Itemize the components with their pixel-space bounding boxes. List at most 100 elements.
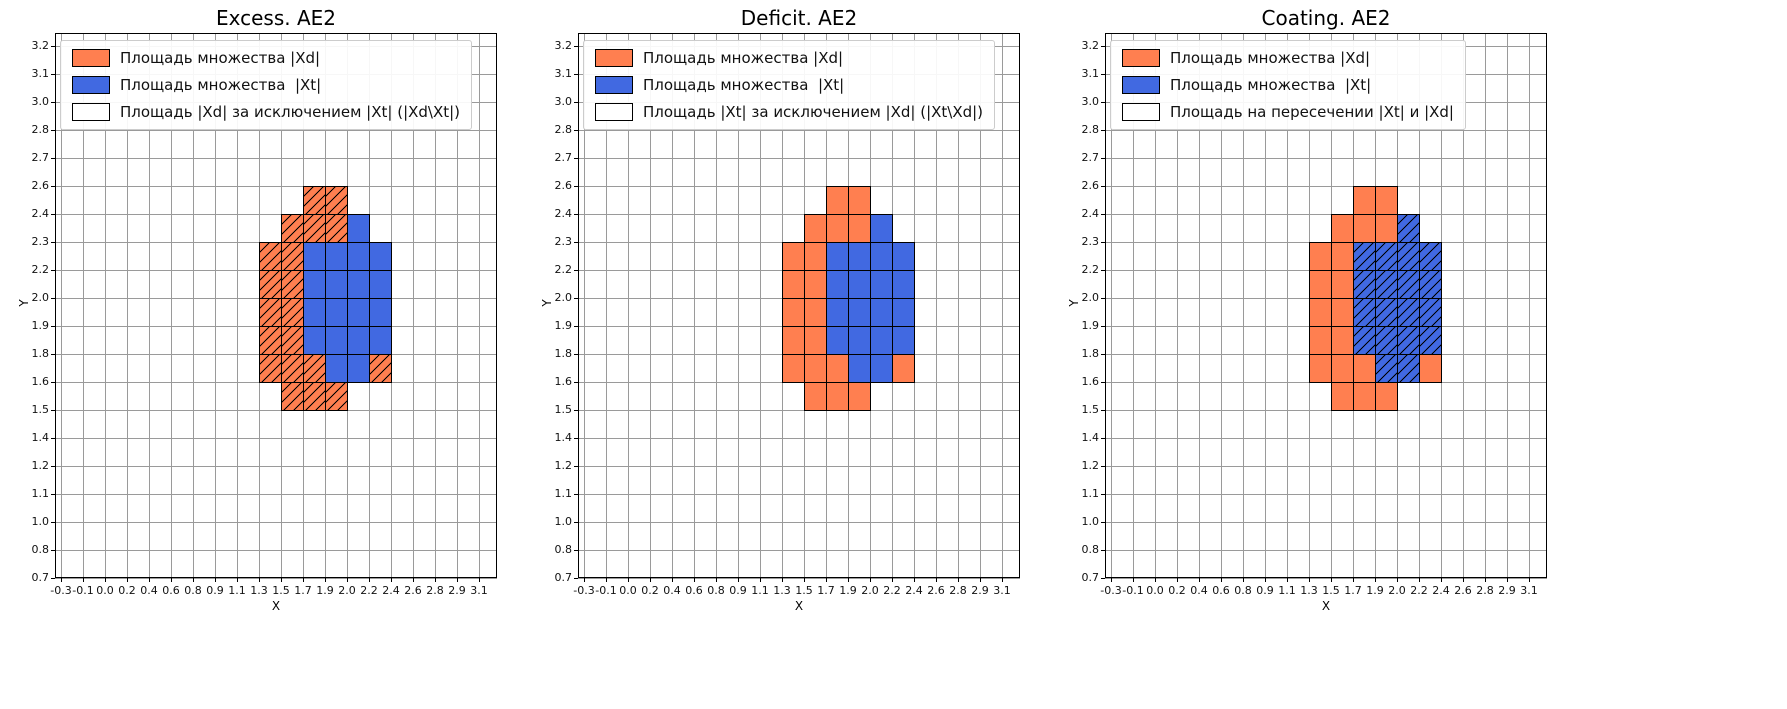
grid-cell [870,326,893,355]
grid-cell [325,270,348,299]
x-tick-mark [1507,578,1508,582]
y-tick-label: 2.6 [1081,179,1100,192]
x-tick-mark [61,578,62,582]
grid-cell [1331,242,1354,271]
y-tick-label: 2.8 [554,123,573,136]
x-tick-mark [716,578,717,582]
grid-cell [848,326,871,355]
y-tick-label: 2.2 [31,263,50,276]
y-tick-label: 2.7 [554,151,573,164]
y-tick-label: 1.1 [1081,487,1100,500]
gridline [578,494,1020,495]
y-tick-mark [574,158,578,159]
grid-cell [369,326,392,355]
x-tick-label: 0.4 [663,584,681,597]
y-tick-label: 3.0 [1081,95,1100,108]
grid-cell [782,298,805,327]
grid-cell [804,214,827,243]
gridline [1177,33,1178,578]
y-tick-mark [574,466,578,467]
grid-cell [1375,270,1398,299]
x-tick-mark [826,578,827,582]
grid-cell [804,382,827,411]
x-tick-mark [606,578,607,582]
grid-cell [892,354,915,383]
grid-cell [1397,242,1420,271]
legend-entry: Площадь множества |Xd| [1122,49,1454,68]
gridline [1199,33,1200,578]
x-axis-label: X [794,599,804,613]
legend-swatch [1122,76,1160,95]
x-tick-mark [1155,578,1156,582]
grid-cell [826,298,849,327]
gridline [83,33,84,578]
legend-swatch [72,49,110,68]
x-tick-mark [193,578,194,582]
x-tick-label: 0.9 [1256,584,1274,597]
y-tick-label: 1.5 [554,403,573,416]
y-tick-label: 1.9 [554,319,573,332]
x-tick-mark [980,578,981,582]
y-tick-mark [51,466,55,467]
plot-area: -0.3 0.7 -0.1 0.8 0.0 1.0 0.2 1.1 0.4 1.2 0.6 1.4 0.… [555,33,1020,597]
gridline [1105,130,1547,131]
y-tick-label: 3.2 [1081,39,1100,52]
grid-cell [782,326,805,355]
grid-cell [1419,298,1442,327]
y-tick-label: 2.6 [554,179,573,192]
x-tick-label: 0.6 [1212,584,1230,597]
grid-cell [347,298,370,327]
y-tick-label: 1.0 [1081,515,1100,528]
grid-cell [281,326,304,355]
x-tick-mark [149,578,150,582]
legend-entry: Площадь множества |Xt| [1122,76,1454,95]
grid-cell [347,354,370,383]
x-tick-label: 3.1 [1520,584,1538,597]
y-tick-mark [1101,158,1105,159]
x-tick-label: 2.6 [1454,584,1472,597]
x-tick-mark [347,578,348,582]
gridline [936,33,937,578]
grid-cell [281,270,304,299]
grid-cell [325,326,348,355]
y-tick-mark [51,354,55,355]
gridline [1243,33,1244,578]
grid-cell [1353,270,1376,299]
gridline [1105,494,1547,495]
gridline [578,522,1020,523]
x-tick-mark [650,578,651,582]
y-tick-label: 1.5 [31,403,50,416]
x-tick-mark [1419,578,1420,582]
x-tick-label: 2.9 [971,584,989,597]
y-tick-label: 0.7 [554,571,573,584]
grid-cell [325,382,348,411]
grid-cell [347,214,370,243]
y-tick-mark [574,550,578,551]
x-tick-label: 0.8 [184,584,202,597]
grid-cell [1375,298,1398,327]
grid-cell [1353,186,1376,215]
gridline [105,33,106,578]
y-tick-label: 1.6 [1081,375,1100,388]
x-tick-mark [237,578,238,582]
gridline [55,578,497,579]
x-tick-mark [804,578,805,582]
x-tick-mark [1243,578,1244,582]
grid-cell [1331,214,1354,243]
gridline [479,33,480,578]
legend-label: Площадь множества |Xd| [1170,49,1371,67]
y-tick-mark [574,102,578,103]
x-tick-label: 2.0 [861,584,879,597]
grid-cell [259,242,282,271]
x-tick-mark [1221,578,1222,582]
grid-cell [826,270,849,299]
x-tick-mark [738,578,739,582]
y-tick-mark [51,46,55,47]
gridline [584,33,585,578]
legend-swatch [595,76,633,95]
gridline [55,438,497,439]
legend-label: Площадь множества |Xt| [643,75,845,94]
grid-cell [369,242,392,271]
grid-cell [325,298,348,327]
grid-cell [892,298,915,327]
